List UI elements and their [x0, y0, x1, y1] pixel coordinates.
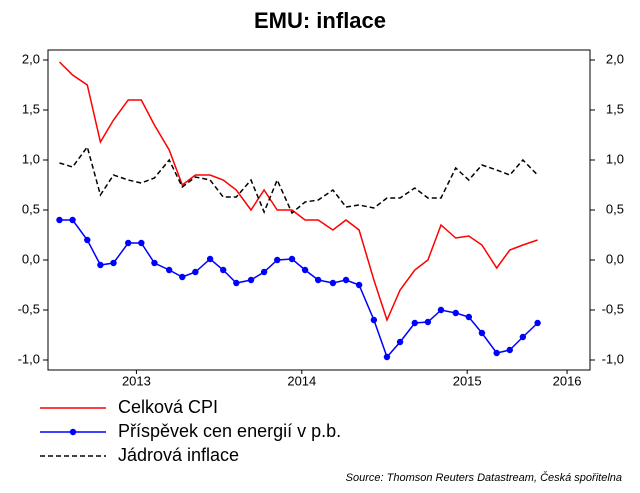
point	[110, 259, 117, 267]
point	[165, 266, 173, 274]
point	[452, 309, 459, 317]
point	[179, 273, 186, 281]
y-tick-label: -1,0	[18, 351, 40, 366]
point	[84, 236, 91, 244]
point	[314, 276, 322, 284]
point	[383, 353, 391, 361]
source: Source: Thomson Reuters Datastream, Česk…	[346, 471, 622, 484]
y-tick-label: 0,5	[22, 201, 40, 216]
point	[233, 279, 240, 287]
y2-tick-label: -1,0	[602, 351, 624, 366]
point	[288, 255, 296, 263]
y-tick-label: 1,5	[22, 101, 40, 116]
point	[151, 259, 158, 267]
point	[411, 319, 418, 327]
point	[478, 329, 486, 337]
x-tick-label: 2013	[122, 373, 151, 388]
y2-tick-label: 1,5	[606, 101, 624, 116]
legend-label: Celková CPI	[118, 397, 218, 417]
point	[355, 281, 363, 289]
line	[59, 145, 539, 215]
point	[396, 338, 404, 346]
y2-tick-label: -0,5	[602, 301, 624, 316]
x-tick-label: 2014	[287, 373, 316, 388]
y2-tick-label: 0,0	[606, 251, 624, 266]
point	[301, 266, 309, 274]
plot-frame	[47, 49, 591, 371]
chart-title: EMU: inflace	[254, 8, 386, 33]
point	[465, 313, 473, 321]
point	[329, 279, 337, 287]
point	[424, 318, 432, 326]
y2-tick-label: 1,0	[606, 151, 624, 166]
point	[56, 216, 63, 224]
point	[342, 276, 350, 284]
point	[370, 316, 378, 324]
point	[192, 268, 199, 276]
point	[220, 266, 227, 274]
legend-label: Příspěvek cen energií v p.b.	[118, 421, 341, 441]
point	[125, 239, 132, 247]
y2-tick-label: 2,0	[606, 51, 624, 66]
line	[58, 61, 538, 323]
y-tick-label: 1,0	[22, 151, 40, 166]
point	[274, 256, 281, 264]
point	[506, 346, 513, 354]
x-tick-label: 2016	[553, 373, 582, 388]
y-tick-label: 2,0	[22, 51, 40, 66]
point	[437, 306, 445, 314]
point	[534, 319, 541, 327]
point	[493, 349, 500, 357]
point	[260, 268, 268, 276]
point	[519, 333, 527, 341]
point	[138, 239, 145, 247]
legend-label: Jádrová inflace	[118, 445, 239, 465]
y-tick-label: 0,0	[22, 251, 40, 266]
point	[97, 261, 104, 269]
point	[247, 276, 255, 284]
y2-tick-label: 0,5	[606, 201, 624, 216]
x-tick-label: 2015	[453, 373, 482, 388]
point	[206, 255, 214, 263]
point	[69, 216, 76, 224]
y-tick-label: -0,5	[18, 301, 40, 316]
legend-marker	[69, 428, 77, 436]
line	[59, 219, 539, 359]
